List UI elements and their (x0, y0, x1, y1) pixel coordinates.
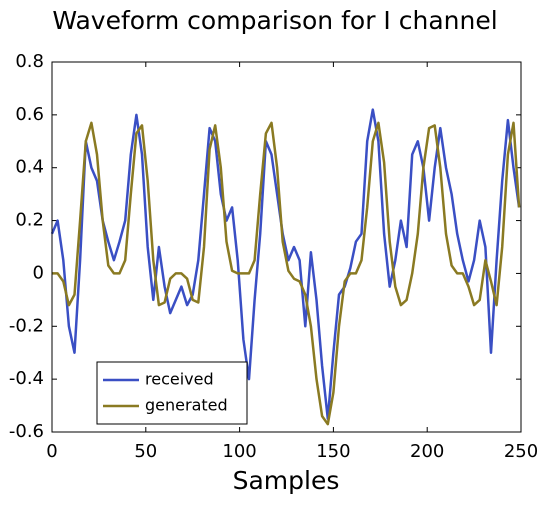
y-tick-label: -0.2 (9, 315, 44, 336)
y-tick-label: 0.6 (15, 104, 44, 125)
legend-box (96, 361, 248, 425)
x-tick-label: 250 (504, 441, 538, 462)
x-tick-label: 50 (134, 441, 157, 462)
y-tick-label: 0.8 (15, 51, 44, 72)
x-axis-label: Samples (233, 466, 340, 495)
series-line (52, 121, 521, 426)
chart-title: Waveform comparison for I channel (52, 6, 497, 35)
y-tick-label: -0.6 (9, 421, 44, 442)
y-tick-label: 0.4 (15, 157, 44, 178)
x-tick-label: 150 (316, 441, 350, 462)
y-tick-label: 0 (33, 262, 44, 283)
x-tick-label: 0 (46, 441, 57, 462)
legend-label: received (145, 370, 214, 389)
y-tick-label: -0.4 (9, 368, 44, 389)
plot-frame (51, 61, 522, 433)
x-tick-label: 200 (410, 441, 444, 462)
legend-label: generated (145, 396, 228, 415)
series-line (50, 108, 521, 421)
x-tick-label: 100 (222, 441, 256, 462)
y-tick-label: 0.2 (15, 210, 44, 231)
